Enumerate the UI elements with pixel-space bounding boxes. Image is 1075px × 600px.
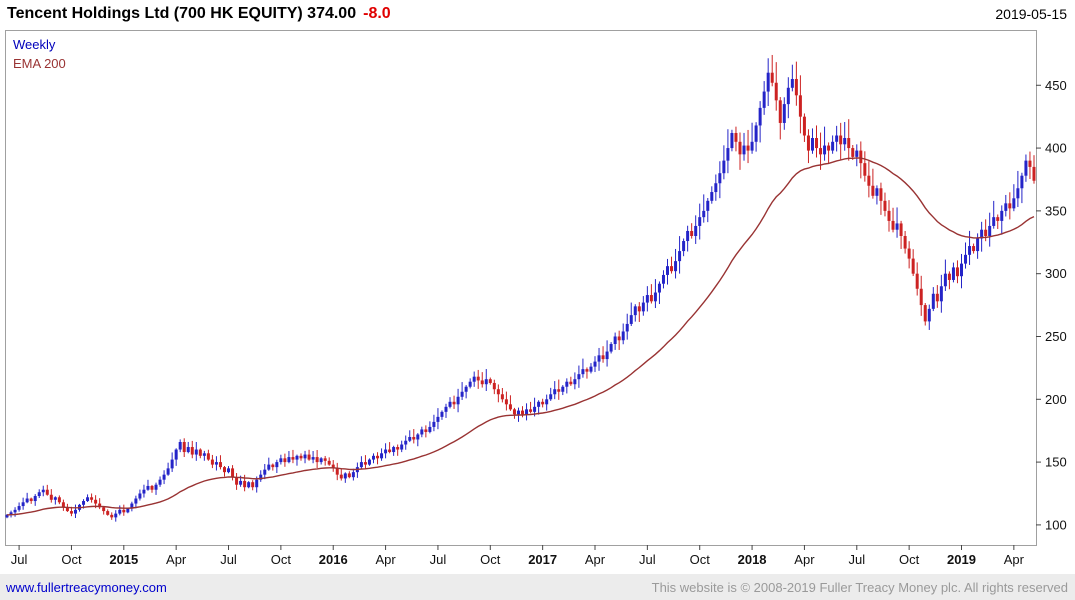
svg-text:Apr: Apr: [375, 552, 396, 567]
price-change: -8.0: [363, 5, 391, 22]
copyright-text: This website is © 2008-2019 Fuller Treac…: [651, 580, 1068, 595]
svg-text:Jul: Jul: [848, 552, 865, 567]
svg-text:150: 150: [1045, 455, 1067, 470]
candlestick-chart: 100 150 200 250 300 350 400 450 Jul Oct 2015 Apr Jul…: [5, 30, 1067, 567]
svg-text:2015: 2015: [109, 552, 138, 567]
svg-text:Apr: Apr: [794, 552, 815, 567]
svg-text:Jul: Jul: [430, 552, 447, 567]
footer-bar: www.fullertreacymoney.com This website i…: [0, 574, 1075, 600]
chart-date: 2019-05-15: [995, 6, 1067, 22]
svg-text:Jul: Jul: [639, 552, 656, 567]
svg-text:350: 350: [1045, 203, 1067, 218]
svg-text:2017: 2017: [528, 552, 557, 567]
svg-text:Oct: Oct: [271, 552, 292, 567]
legend-weekly-label: Weekly: [13, 37, 56, 52]
svg-text:Apr: Apr: [166, 552, 187, 567]
footer-website-link[interactable]: www.fullertreacymoney.com: [6, 580, 167, 595]
svg-text:Apr: Apr: [585, 552, 606, 567]
svg-text:100: 100: [1045, 517, 1067, 532]
svg-text:Oct: Oct: [690, 552, 711, 567]
svg-text:Jul: Jul: [11, 552, 28, 567]
instrument-title: Tencent Holdings Ltd (700 HK EQUITY) 374…: [7, 5, 357, 22]
svg-text:Apr: Apr: [1004, 552, 1025, 567]
svg-text:Oct: Oct: [899, 552, 920, 567]
svg-text:400: 400: [1045, 141, 1067, 156]
page-title: Tencent Holdings Ltd (700 HK EQUITY) 374…: [7, 5, 391, 23]
svg-text:200: 200: [1045, 392, 1067, 407]
svg-text:450: 450: [1045, 78, 1067, 93]
svg-text:300: 300: [1045, 266, 1067, 281]
chart-header: Tencent Holdings Ltd (700 HK EQUITY) 374…: [0, 0, 1075, 28]
svg-text:Oct: Oct: [61, 552, 82, 567]
svg-text:Jul: Jul: [220, 552, 237, 567]
chart-legend: Weekly EMA 200: [13, 35, 66, 73]
svg-text:2018: 2018: [738, 552, 767, 567]
svg-text:Oct: Oct: [480, 552, 501, 567]
svg-text:2019: 2019: [947, 552, 976, 567]
svg-text:250: 250: [1045, 329, 1067, 344]
legend-ema-label: EMA 200: [13, 56, 66, 71]
svg-text:2016: 2016: [319, 552, 348, 567]
